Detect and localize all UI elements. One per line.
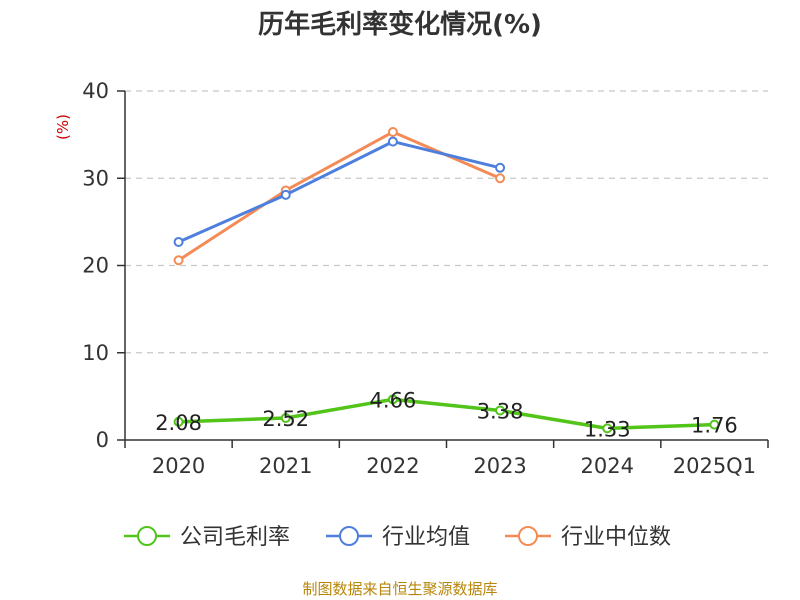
data-point xyxy=(387,127,398,138)
grid xyxy=(125,90,768,354)
data-point xyxy=(280,189,291,200)
data-label: 1.33 xyxy=(584,417,631,441)
data-point xyxy=(173,416,184,427)
series-line-0 xyxy=(178,397,715,431)
data-point xyxy=(602,423,613,434)
x-tick-label: 2020 xyxy=(152,454,205,478)
legend-swatch-marker xyxy=(518,526,538,546)
data-point xyxy=(387,394,398,405)
legend-label: 行业中位数 xyxy=(561,525,671,550)
y-tick-label: 10 xyxy=(82,341,109,365)
legend-swatch-marker xyxy=(339,526,359,546)
x-tick-label: 2021 xyxy=(259,454,312,478)
y-tick-label: 20 xyxy=(82,254,109,278)
legend-item-2[interactable]: 行业中位数 xyxy=(505,525,671,550)
legend-swatch-marker xyxy=(137,526,157,546)
data-point xyxy=(495,173,506,184)
axes: 0 10 20 30 40 2020 2021 2022 2023 2024 2025Q1 xyxy=(82,79,769,478)
x-tick-label: 2024 xyxy=(581,454,634,478)
data-labels: 2.08 2.52 4.66 3.38 1.33 1.76 xyxy=(155,388,738,441)
data-point xyxy=(387,136,398,147)
data-label: 2.52 xyxy=(262,407,309,431)
series-group xyxy=(173,127,720,434)
y-tick-label: 0 xyxy=(96,428,109,452)
chart-title: 历年毛利率变化情况(%) xyxy=(258,9,542,40)
legend-item-1[interactable]: 行业均值 xyxy=(326,525,470,550)
y-axis-label: (%) xyxy=(54,114,72,140)
legend-label: 行业均值 xyxy=(382,525,470,550)
data-point xyxy=(280,413,291,424)
series-line-2 xyxy=(177,130,501,262)
data-point xyxy=(173,255,184,266)
data-point xyxy=(495,162,506,173)
legend: 公司毛利率 行业均值 行业中位数 xyxy=(124,525,671,550)
data-label: 4.66 xyxy=(370,388,417,412)
source-note: 制图数据来自恒生聚源数据库 xyxy=(302,580,497,598)
y-tick-label: 30 xyxy=(82,166,109,190)
legend-item-0[interactable]: 公司毛利率 xyxy=(124,525,290,550)
data-point xyxy=(495,405,506,416)
data-label: 2.08 xyxy=(155,411,202,435)
data-label: 1.76 xyxy=(691,414,738,438)
legend-label: 公司毛利率 xyxy=(180,525,290,550)
series-line-1 xyxy=(177,140,501,244)
data-point xyxy=(709,419,720,430)
data-point xyxy=(173,236,184,247)
x-tick-label: 2023 xyxy=(473,454,526,478)
data-label: 3.38 xyxy=(477,400,524,424)
y-tick-label: 40 xyxy=(82,79,109,103)
x-tick-label: 2022 xyxy=(366,454,419,478)
x-tick-label: 2025Q1 xyxy=(673,454,756,478)
